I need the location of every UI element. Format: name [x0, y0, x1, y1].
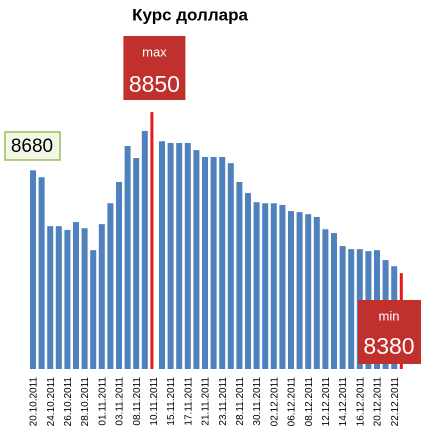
- x-tick-label: 20.12.2011: [373, 377, 384, 427]
- x-tick-label: 22.12.2011: [390, 377, 401, 427]
- bar: [38, 177, 45, 369]
- x-tick-label: 03.11.2011: [115, 377, 126, 426]
- x-tick-label: 08.12.2011: [304, 377, 315, 427]
- bar: [202, 156, 208, 369]
- bar: [305, 214, 312, 369]
- bar: [270, 203, 277, 369]
- x-tick-label: 30.11.2011: [252, 377, 263, 426]
- x-tick-label: 16.12.2011: [355, 377, 366, 427]
- bar: [219, 156, 226, 369]
- bar: [322, 229, 329, 369]
- bar: [47, 226, 54, 369]
- bar: [30, 170, 36, 369]
- x-tick-label: 26.10.2011: [63, 377, 74, 427]
- bar: [279, 204, 286, 369]
- x-tick-label: 14.12.2011: [338, 377, 349, 427]
- bar: [159, 141, 165, 369]
- x-tick-label: 01.11.2011: [97, 377, 108, 426]
- bar: [90, 250, 97, 369]
- bar: [81, 228, 88, 369]
- min-value: 8380: [363, 333, 414, 359]
- bar: [193, 150, 200, 369]
- x-tick-label: 28.11.2011: [235, 377, 246, 426]
- bar: [348, 249, 355, 369]
- x-tick-label: 23.11.2011: [218, 377, 229, 426]
- x-tick-label: 20.10.2011: [29, 377, 40, 427]
- bar: [107, 203, 114, 369]
- x-tick-label: 02.12.2011: [269, 377, 280, 427]
- min-box: [358, 300, 421, 364]
- bar: [245, 192, 251, 369]
- x-tick-label: 24.10.2011: [46, 377, 57, 427]
- x-tick-label: 12.12.2011: [321, 377, 332, 427]
- bar: [184, 142, 191, 369]
- x-tick-label: 28.10.2011: [80, 377, 91, 427]
- bar: [133, 158, 140, 369]
- max-value: 8850: [129, 71, 180, 97]
- bar: [64, 229, 71, 369]
- bar: [124, 146, 131, 369]
- bar: [73, 222, 79, 369]
- x-tick-label: 17.11.2011: [183, 377, 194, 426]
- min-label: min: [379, 308, 400, 323]
- bar: [176, 142, 183, 369]
- bar: [296, 212, 303, 369]
- bar: [339, 246, 346, 369]
- bar: [116, 181, 122, 369]
- bar: [262, 203, 269, 369]
- bar: [313, 216, 320, 369]
- bar: [55, 226, 62, 369]
- bar: [253, 202, 260, 369]
- x-tick-label: 15.11.2011: [166, 377, 177, 426]
- bar: [288, 211, 294, 369]
- bar: [167, 142, 174, 369]
- bar: [150, 112, 154, 369]
- max-label: max: [142, 44, 167, 59]
- bar: [141, 130, 148, 369]
- x-tick-label: 21.11.2011: [201, 377, 212, 426]
- value-label: 8680: [11, 136, 53, 157]
- bar: [227, 163, 234, 369]
- max-box: [123, 36, 186, 100]
- x-tick-label: 08.11.2011: [132, 377, 143, 426]
- value-label-box: [4, 131, 61, 161]
- bar: [98, 224, 105, 369]
- bar: [210, 156, 217, 369]
- chart-title: Курс доллара: [132, 5, 248, 24]
- x-tick-label: 10.11.2011: [149, 377, 160, 426]
- bar: [331, 233, 337, 369]
- x-tick-label: 06.12.2011: [287, 377, 298, 427]
- bar: [236, 181, 243, 369]
